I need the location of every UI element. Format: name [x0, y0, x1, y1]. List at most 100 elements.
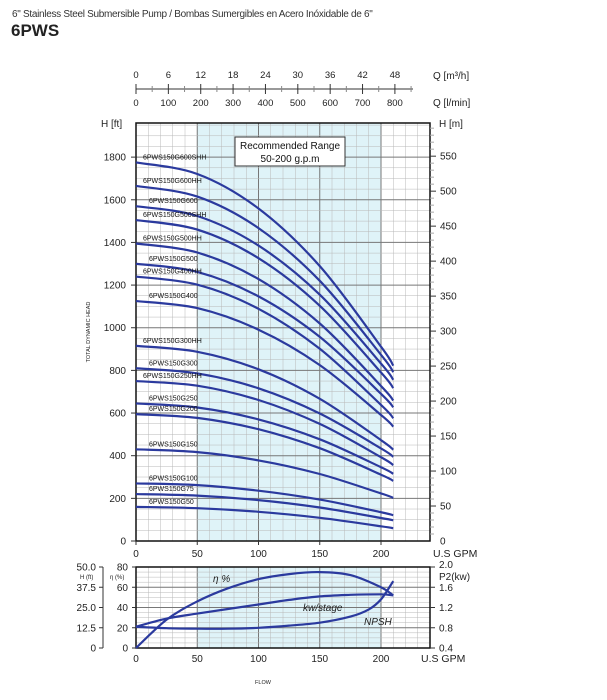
curve-label: 6PWS150G200: [149, 406, 198, 413]
head-curve-6pws150g600shh: [135, 161, 395, 367]
m3h-tick-label: 42: [357, 70, 368, 81]
head-curve-6pws150g500hh: [135, 242, 395, 402]
head-curve-6pws150g400: [135, 299, 395, 428]
curve-label: 6PWS150G150: [149, 441, 198, 448]
bottom-x-tick-label: 200: [373, 654, 390, 665]
bottom-x-tick-label: 0: [133, 654, 139, 665]
m3h-tick-label: 6: [166, 70, 171, 81]
m3h-tick-label: 24: [260, 70, 271, 81]
right-tick-label-m: 400: [440, 257, 457, 268]
head-curve-6pws150g50: [135, 505, 394, 530]
x-tick-label: 50: [192, 549, 204, 560]
x-axis-title: U.S GPM: [433, 548, 477, 560]
head-curve-6pws150g300: [135, 367, 394, 458]
curve-label: 6PWS150G300: [149, 360, 198, 367]
recommended-range-label: Recommended Range: [240, 141, 340, 152]
lmin-tick-label: 200: [193, 98, 209, 109]
main-plot-frame: [135, 122, 431, 542]
curve-p2: [135, 593, 394, 628]
curve-label: 6PWS150G400: [149, 293, 198, 300]
right-tick-label-m: 200: [440, 397, 457, 408]
y-tick-label: 400: [109, 451, 126, 462]
page-title: 6PWS: [11, 21, 60, 40]
recommended-range-shade: [197, 123, 381, 541]
bottom-x-tick-label: 150: [311, 654, 328, 665]
h-tick-label: 0: [90, 644, 96, 655]
p2-tick-label: 1.6: [439, 583, 453, 594]
x-tick-label: 100: [250, 549, 267, 560]
curve-h: [135, 580, 395, 630]
y-tick-label: 200: [109, 494, 126, 505]
y-tick-label: 0: [120, 537, 126, 548]
head-curve-6pws150g200: [135, 413, 394, 482]
right-tick-label-m: 500: [440, 187, 457, 198]
head-curve-6pws150g500: [135, 262, 395, 409]
right-tick-label-m: 300: [440, 327, 457, 338]
head-curve-6pws150g250: [135, 402, 394, 475]
eta-axis-title: η (%): [110, 575, 124, 581]
recommended-range-value: 50-200 g.p.m: [261, 154, 320, 165]
curve-label: 6PWS150G600: [149, 198, 198, 205]
m3h-tick-label: 36: [325, 70, 336, 81]
lmin-tick-label: 400: [258, 98, 274, 109]
right-tick-label-m: 0: [440, 537, 446, 548]
lmin-tick-label: 0: [133, 98, 138, 109]
x-tick-label: 150: [311, 549, 328, 560]
curve-label: 6PWS150G250HH: [143, 373, 202, 380]
right-tick-label-m: 550: [440, 152, 457, 163]
head-curve-6pws150g300hh: [135, 344, 394, 451]
y-tick-label: 1000: [104, 323, 127, 334]
curve-label: 6PWS150G600HH: [143, 178, 202, 185]
m3h-axis-title: Q [m³/h]: [433, 71, 469, 82]
curve-label: 6PWS150G300HH: [143, 338, 202, 345]
curve-label: 6PWS150G500HH: [143, 235, 202, 242]
lmin-tick-label: 600: [322, 98, 338, 109]
y-tick-label: 1800: [104, 153, 127, 164]
m3h-tick-label: 0: [133, 70, 138, 81]
m3h-tick-label: 12: [195, 70, 206, 81]
lmin-axis-title: Q [l/min]: [433, 98, 470, 109]
x-tick-label: 200: [373, 549, 390, 560]
curve-label: 6PWS150G400HH: [143, 269, 202, 276]
p2-tick-label: 1.2: [439, 603, 453, 614]
head-curve-6pws150g75: [135, 492, 394, 522]
curve-label-p2: kw/stage: [303, 603, 343, 614]
eta-tick-label: 0: [122, 644, 128, 655]
h-tick-label: 50.0: [77, 563, 97, 574]
y-tick-label: 1200: [104, 281, 127, 292]
curve-eta: [135, 570, 394, 649]
bottom-x-tick-label: 100: [250, 654, 267, 665]
curve-label: 6PWS150G250: [149, 395, 198, 402]
lmin-tick-label: 700: [355, 98, 371, 109]
eta-tick-label: 40: [117, 603, 129, 614]
right-tick-label-m: 150: [440, 432, 457, 443]
y-tick-label: 1600: [104, 195, 127, 206]
head-curve-6pws150g100: [135, 482, 394, 517]
eta-tick-label: 60: [117, 583, 129, 594]
eta-tick-label: 20: [117, 623, 129, 634]
y-tick-label: 600: [109, 409, 126, 420]
curve-label: 6PWS150G600SHH: [143, 154, 206, 161]
y-tick-label: 800: [109, 366, 126, 377]
bottom-x-tick-label: 50: [192, 654, 204, 665]
right-tick-label-m: 50: [440, 502, 452, 513]
x-tick-label: 0: [133, 549, 139, 560]
h-axis-title: H (ft): [80, 575, 93, 581]
curve-label: 6PWS150G500: [149, 256, 198, 263]
curve-label: 6PWS150G50: [149, 499, 194, 506]
lmin-tick-label: 500: [290, 98, 306, 109]
y-tick-label: 1400: [104, 238, 127, 249]
lmin-tick-label: 300: [225, 98, 241, 109]
head-curve-6pws150g250hh: [135, 379, 394, 467]
curve-label-eta: η %: [213, 574, 230, 585]
right-axis-title: H [m]: [439, 119, 463, 130]
curve-label: 6PWS150G100: [149, 475, 198, 482]
head-curve-6pws150g150: [135, 448, 394, 499]
left-axis-title: H [ft]: [101, 119, 122, 130]
m3h-tick-label: 18: [228, 70, 239, 81]
right-tick-label-m: 250: [440, 362, 457, 373]
bottom-x-unit: U.S GPM: [421, 653, 465, 665]
right-tick-label-m: 100: [440, 467, 457, 478]
lmin-tick-label: 100: [160, 98, 176, 109]
head-curve-6pws150g600hh: [135, 184, 395, 373]
